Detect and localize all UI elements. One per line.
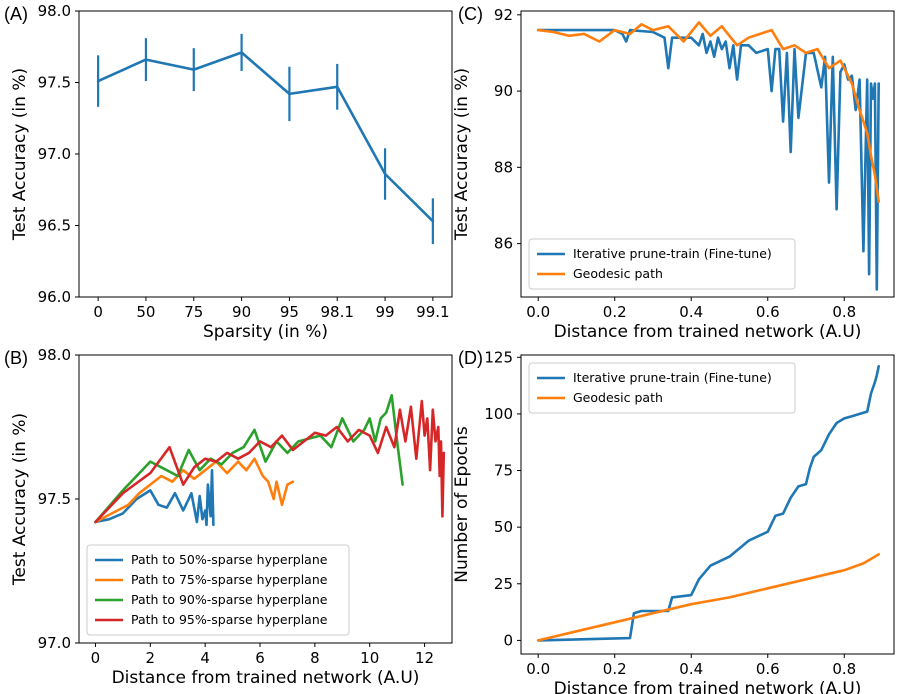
- x-axis-label: Sparsity (in %): [203, 322, 328, 342]
- y-tick-label: 25: [494, 575, 513, 593]
- y-tick-label: 0: [503, 631, 513, 649]
- legend-box: [86, 544, 350, 636]
- x-tick-label: 0.2: [603, 303, 627, 321]
- legend: Iterative prune-train (Fine-tune) Geodesi…: [528, 238, 796, 290]
- x-tick-label: 0.0: [526, 303, 550, 321]
- series-line-3: [94, 394, 404, 524]
- x-tick-label: 99: [376, 303, 395, 321]
- x-tick-label: 0.8: [832, 303, 856, 321]
- x-tick-label: 0.6: [756, 303, 780, 321]
- y-axis-label: Number of Epochs: [452, 426, 472, 583]
- series-line-1: [96, 51, 435, 223]
- x-tick-label: 0.0: [526, 660, 550, 678]
- legend-label: Path to 90%-sparse hyperplane: [131, 592, 328, 607]
- plot-frame: [78, 10, 453, 298]
- y-tick-label: 75: [494, 462, 513, 480]
- plot-area: [94, 394, 446, 527]
- plot-frame: [520, 10, 895, 298]
- y-tick-label: 98.0: [38, 346, 71, 364]
- legend-label: Path to 95%-sparse hyperplane: [131, 612, 328, 627]
- panel-label-d: (D): [458, 348, 483, 368]
- y-tick-label: 97.0: [38, 145, 71, 163]
- x-tick-label: 2: [146, 649, 156, 667]
- legend-label: Path to 50%-sparse hyperplane: [131, 552, 328, 567]
- legend-box: [528, 238, 796, 290]
- chart-b: 0 2 4 6 8 10 12 97.0 97.5 98.0 Distance from train…: [10, 346, 453, 688]
- x-tick-label: 0.6: [756, 660, 780, 678]
- plot-area: [96, 33, 435, 245]
- x-axis-label: Distance from trained network (A.U): [554, 679, 862, 694]
- series-line-2: [536, 21, 880, 203]
- y-tick-label: 90: [494, 82, 513, 100]
- x-tick-label: 0.8: [832, 660, 856, 678]
- x-axis-label: Distance from trained network (A.U): [554, 322, 862, 342]
- series-line-2: [536, 553, 880, 642]
- panel-label-a: (A): [4, 4, 28, 24]
- y-tick-label: 96.0: [38, 288, 71, 306]
- legend-label: Path to 75%-sparse hyperplane: [131, 572, 328, 587]
- legend-label: Geodesic path: [573, 266, 663, 281]
- panel-label-c: (C): [458, 4, 483, 24]
- plot-area: [536, 21, 880, 291]
- y-tick-label: 98.0: [38, 2, 71, 20]
- y-tick-label: 88: [494, 158, 513, 176]
- x-tick-label: 0.4: [679, 303, 703, 321]
- x-tick-label: 4: [200, 649, 210, 667]
- y-axis-label: Test Accuracy (in %): [10, 68, 30, 241]
- x-tick-label: 50: [136, 303, 155, 321]
- legend-label: Iterative prune-train (Fine-tune): [573, 246, 772, 261]
- x-tick-label: 0.4: [679, 660, 703, 678]
- y-tick-label: 92: [494, 6, 513, 24]
- series-line-4: [94, 399, 446, 524]
- chart-a: 0 50 75 90 95 98.1 99 99.1 96.0 96.5 97.0 97.5 98.0 S…: [10, 2, 453, 342]
- legend: Iterative prune-train (Fine-tune) Geodesi…: [528, 362, 796, 414]
- panel-label-b: (B): [4, 348, 28, 368]
- x-tick-label: 10: [360, 649, 379, 667]
- y-tick-label: 96.5: [38, 217, 71, 235]
- legend: Path to 50%-sparse hyperplane Path to 75%…: [86, 544, 350, 636]
- y-tick-label: 97.0: [38, 634, 71, 652]
- x-tick-label: 95: [280, 303, 299, 321]
- legend-label: Geodesic path: [573, 390, 663, 405]
- chart-d: 0.0 0.2 0.4 0.6 0.8 0 25 50 75 100 125 Distance fro…: [452, 348, 895, 694]
- x-tick-label: 99.1: [416, 303, 449, 321]
- legend-label: Iterative prune-train (Fine-tune): [573, 370, 772, 385]
- series-line-1: [536, 365, 880, 642]
- x-tick-label: 98.1: [321, 303, 354, 321]
- x-tick-label: 0: [93, 303, 103, 321]
- y-axis-label: Test Accuracy (in %): [452, 68, 472, 241]
- y-axis-label: Test Accuracy (in %): [10, 413, 30, 586]
- x-tick-label: 8: [310, 649, 320, 667]
- plot-frame: [520, 354, 895, 655]
- chart-c: 0.0 0.2 0.4 0.6 0.8 86 88 90 92 Distance from tra…: [452, 6, 895, 342]
- plot-frame: [78, 354, 453, 644]
- y-tick-label: 97.5: [38, 74, 71, 92]
- x-tick-label: 6: [255, 649, 265, 667]
- legend-box: [528, 362, 796, 414]
- y-tick-label: 100: [484, 405, 513, 423]
- y-tick-label: 125: [484, 348, 513, 366]
- x-tick-label: 0: [91, 649, 101, 667]
- x-tick-label: 75: [184, 303, 203, 321]
- series-line-1: [94, 468, 215, 527]
- x-tick-label: 0.2: [603, 660, 627, 678]
- x-tick-label: 12: [415, 649, 434, 667]
- y-tick-label: 97.5: [38, 490, 71, 508]
- plot-area: [536, 365, 880, 642]
- y-tick-label: 86: [494, 235, 513, 253]
- series-line-2: [94, 457, 295, 524]
- y-tick-label: 50: [494, 518, 513, 536]
- x-axis-label: Distance from trained network (A.U): [112, 668, 420, 688]
- x-tick-label: 90: [232, 303, 251, 321]
